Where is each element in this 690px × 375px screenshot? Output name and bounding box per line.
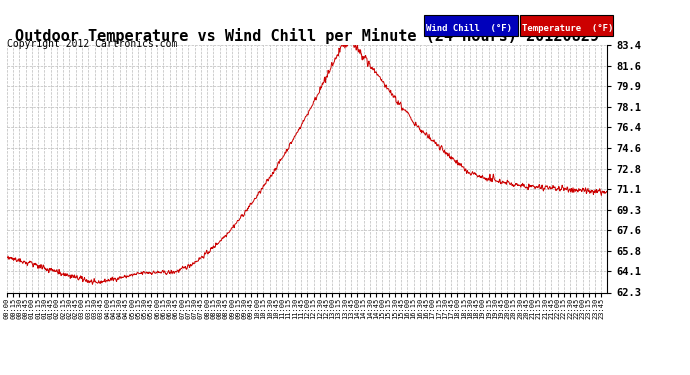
Text: Copyright 2012 Cartronics.com: Copyright 2012 Cartronics.com bbox=[7, 39, 177, 50]
Text: Wind Chill  (°F): Wind Chill (°F) bbox=[426, 24, 513, 33]
Text: Temperature  (°F): Temperature (°F) bbox=[522, 24, 613, 33]
Title: Outdoor Temperature vs Wind Chill per Minute (24 Hours) 20120829: Outdoor Temperature vs Wind Chill per Mi… bbox=[15, 28, 599, 44]
